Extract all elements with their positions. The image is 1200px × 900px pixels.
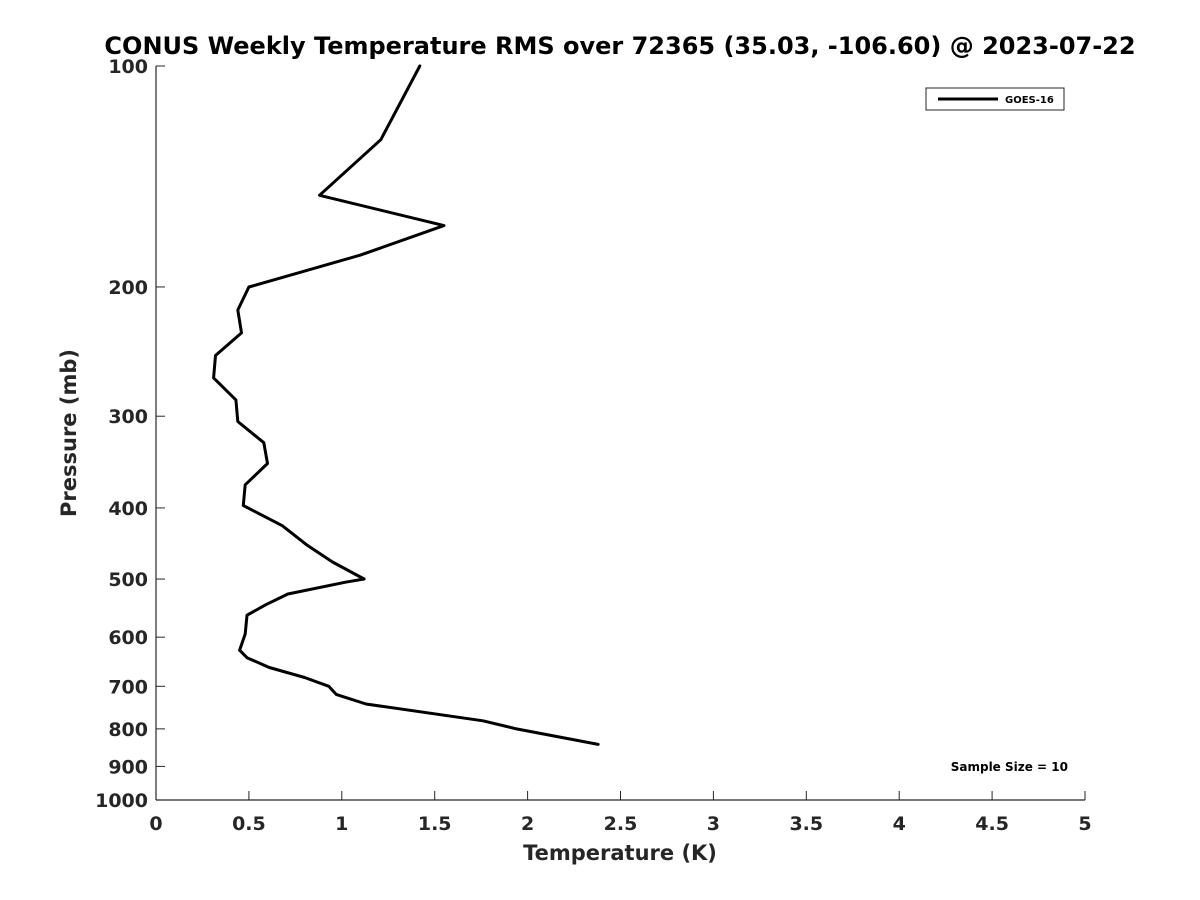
y-tick-label: 700	[108, 676, 148, 698]
y-tick-label: 100	[108, 56, 148, 78]
legend-label-goes-16: GOES-16	[1005, 95, 1054, 106]
y-tick-label: 1000	[95, 790, 148, 812]
series-lines	[212, 64, 600, 746]
y-axis-ticks: 100 200 300 400 500 600 700 800 900 1000	[95, 56, 165, 812]
x-tick-label: 4.5	[975, 813, 1009, 835]
x-tick-label: 5	[1078, 813, 1091, 835]
series-line-goes-16	[212, 64, 600, 746]
y-tick-label: 300	[108, 406, 148, 428]
x-tick-label: 0	[149, 813, 162, 835]
chart-title: CONUS Weekly Temperature RMS over 72365 …	[104, 32, 1135, 60]
x-axis-label: Temperature (K)	[523, 841, 717, 865]
x-axis-ticks: 0 0.5 1 1.5 2 2.5 3 3.5 4 4.5 5	[149, 791, 1092, 835]
y-tick-label: 500	[108, 569, 148, 591]
x-tick-label: 2	[521, 813, 534, 835]
x-tick-label: 1.5	[418, 813, 452, 835]
y-tick-label: 200	[108, 277, 148, 299]
x-tick-label: 0.5	[232, 813, 266, 835]
legend: GOES-16	[925, 87, 1065, 111]
x-tick-label: 2.5	[604, 813, 638, 835]
y-tick-label: 900	[108, 756, 148, 778]
x-tick-label: 4	[893, 813, 906, 835]
sample-size-annotation: Sample Size = 10	[951, 760, 1068, 774]
x-tick-label: 3	[707, 813, 720, 835]
y-tick-label: 400	[108, 498, 148, 520]
y-tick-label: 600	[108, 627, 148, 649]
y-axis-label: Pressure (mb)	[57, 349, 81, 517]
x-tick-label: 3.5	[789, 813, 823, 835]
x-tick-label: 1	[335, 813, 348, 835]
y-tick-label: 800	[108, 719, 148, 741]
